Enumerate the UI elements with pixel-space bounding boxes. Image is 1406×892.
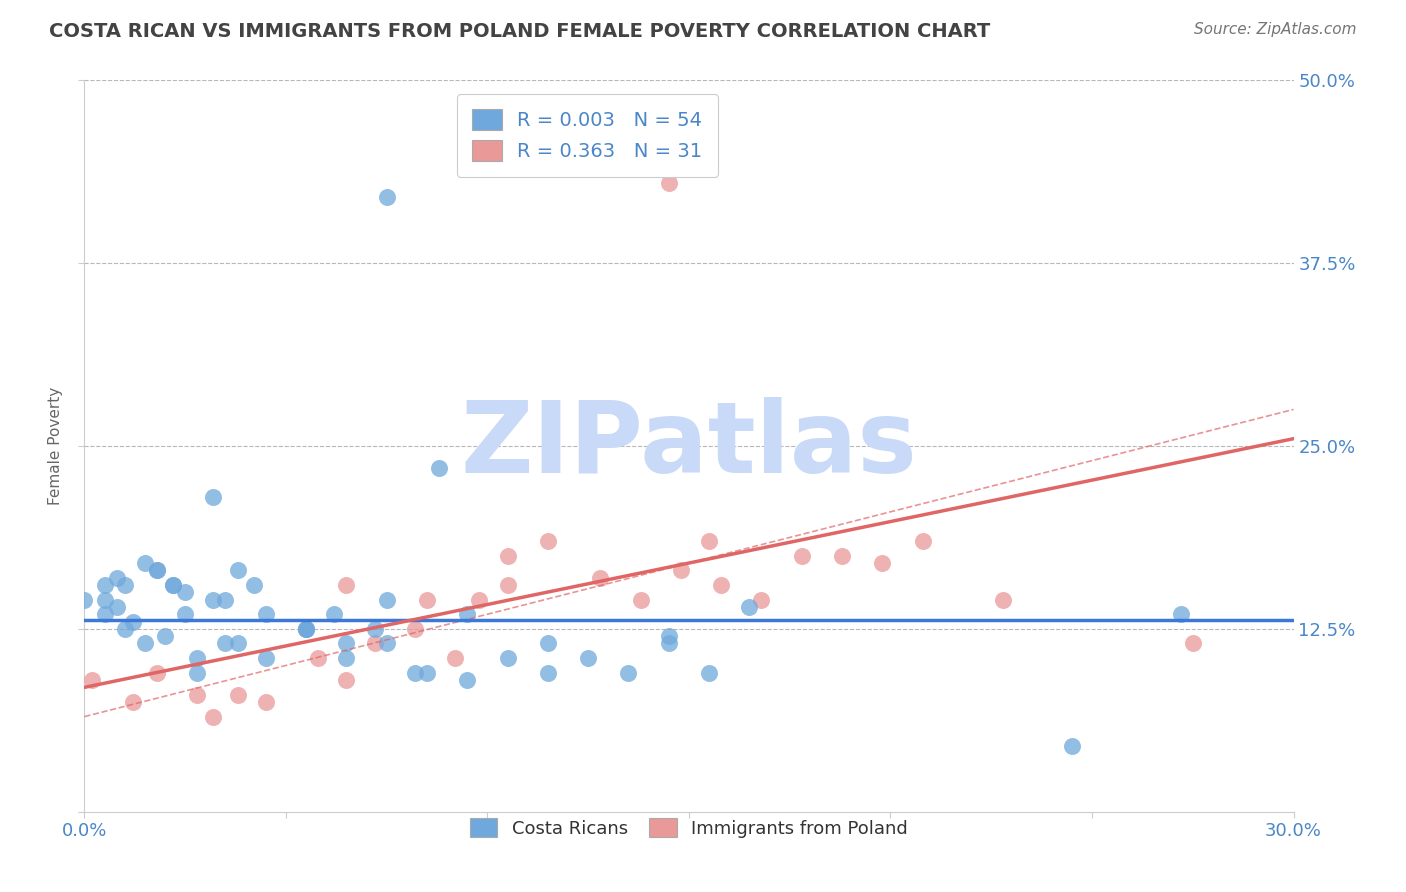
Point bbox=[496, 549, 519, 563]
Point bbox=[375, 190, 398, 204]
Point bbox=[307, 651, 329, 665]
Point bbox=[162, 578, 184, 592]
Point bbox=[134, 636, 156, 650]
Point bbox=[416, 592, 439, 607]
Point bbox=[658, 176, 681, 190]
Point bbox=[93, 578, 115, 592]
Point bbox=[146, 563, 169, 577]
Point bbox=[669, 563, 692, 577]
Point bbox=[226, 636, 249, 650]
Point bbox=[226, 688, 249, 702]
Point bbox=[444, 651, 467, 665]
Point bbox=[496, 651, 519, 665]
Point bbox=[214, 592, 236, 607]
Y-axis label: Female Poverty: Female Poverty bbox=[48, 387, 63, 505]
Text: Source: ZipAtlas.com: Source: ZipAtlas.com bbox=[1194, 22, 1357, 37]
Point bbox=[73, 592, 96, 607]
Point bbox=[146, 563, 169, 577]
Point bbox=[105, 599, 128, 614]
Point bbox=[468, 592, 491, 607]
Point bbox=[617, 665, 640, 680]
Point bbox=[254, 607, 277, 622]
Point bbox=[496, 578, 519, 592]
Point bbox=[710, 578, 733, 592]
Point bbox=[658, 636, 681, 650]
Point bbox=[93, 592, 115, 607]
Point bbox=[416, 665, 439, 680]
Point bbox=[537, 636, 560, 650]
Point bbox=[335, 578, 357, 592]
Point bbox=[162, 578, 184, 592]
Point bbox=[697, 665, 720, 680]
Point bbox=[375, 592, 398, 607]
Point bbox=[295, 622, 318, 636]
Legend: Costa Ricans, Immigrants from Poland: Costa Ricans, Immigrants from Poland bbox=[461, 809, 917, 847]
Point bbox=[993, 592, 1015, 607]
Point bbox=[226, 563, 249, 577]
Point bbox=[404, 622, 426, 636]
Point bbox=[738, 599, 761, 614]
Point bbox=[404, 665, 426, 680]
Point bbox=[1060, 739, 1083, 753]
Point bbox=[295, 622, 318, 636]
Point bbox=[202, 709, 225, 723]
Point bbox=[335, 651, 357, 665]
Point bbox=[202, 592, 225, 607]
Point bbox=[658, 629, 681, 643]
Point bbox=[93, 607, 115, 622]
Point bbox=[831, 549, 853, 563]
Point bbox=[335, 673, 357, 687]
Point bbox=[335, 636, 357, 650]
Point bbox=[427, 461, 450, 475]
Point bbox=[254, 651, 277, 665]
Point bbox=[105, 571, 128, 585]
Point bbox=[697, 534, 720, 549]
Point bbox=[153, 629, 176, 643]
Point bbox=[872, 556, 894, 570]
Point bbox=[242, 578, 264, 592]
Text: COSTA RICAN VS IMMIGRANTS FROM POLAND FEMALE POVERTY CORRELATION CHART: COSTA RICAN VS IMMIGRANTS FROM POLAND FE… bbox=[49, 22, 990, 41]
Text: ZIPatlas: ZIPatlas bbox=[461, 398, 917, 494]
Point bbox=[254, 695, 277, 709]
Point bbox=[537, 665, 560, 680]
Point bbox=[1181, 636, 1204, 650]
Point bbox=[146, 665, 169, 680]
Point bbox=[363, 636, 385, 650]
Point bbox=[576, 651, 599, 665]
Point bbox=[1170, 607, 1192, 622]
Point bbox=[537, 534, 560, 549]
Point bbox=[134, 556, 156, 570]
Point bbox=[114, 622, 136, 636]
Point bbox=[375, 636, 398, 650]
Point bbox=[295, 622, 318, 636]
Point bbox=[114, 578, 136, 592]
Point bbox=[790, 549, 813, 563]
Point bbox=[456, 673, 478, 687]
Point bbox=[911, 534, 934, 549]
Point bbox=[363, 622, 385, 636]
Point bbox=[121, 695, 143, 709]
Point bbox=[630, 592, 652, 607]
Point bbox=[202, 490, 225, 504]
Point bbox=[589, 571, 612, 585]
Point bbox=[174, 607, 197, 622]
Point bbox=[751, 592, 773, 607]
Point bbox=[186, 665, 208, 680]
Point bbox=[456, 607, 478, 622]
Point bbox=[174, 585, 197, 599]
Point bbox=[82, 673, 104, 687]
Point bbox=[121, 615, 143, 629]
Point bbox=[323, 607, 346, 622]
Point bbox=[214, 636, 236, 650]
Point bbox=[186, 688, 208, 702]
Point bbox=[186, 651, 208, 665]
